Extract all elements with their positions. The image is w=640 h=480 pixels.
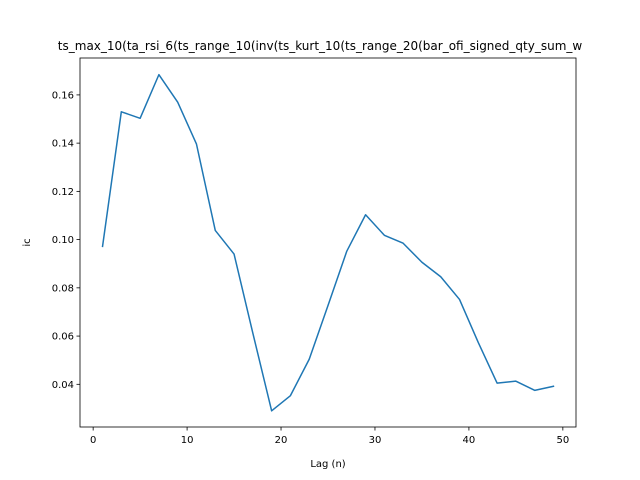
x-axis-label: Lag (n) [310, 459, 345, 470]
y-axis: 0.04 0.06 0.08 0.10 0.12 0.14 0.16 [52, 90, 80, 391]
plot-area [101, 73, 555, 412]
y-axis-label: ic [22, 238, 33, 246]
x-tick-label: 0 [90, 435, 96, 446]
y-tick-label: 0.12 [52, 187, 74, 198]
x-tick-label: 30 [369, 435, 382, 446]
x-tick-label: 40 [463, 435, 476, 446]
y-tick-label: 0.08 [52, 283, 74, 294]
axes-frame [79, 57, 577, 428]
x-tick-label: 20 [275, 435, 288, 446]
y-tick-label: 0.10 [52, 235, 74, 246]
chart-title: ts_max_10(ta_rsi_6(ts_range_10(inv(ts_ku… [58, 39, 583, 53]
x-tick-label: 10 [181, 435, 194, 446]
y-tick-label: 0.14 [52, 139, 74, 150]
x-axis: 0 10 20 30 40 50 [90, 427, 569, 446]
y-tick-label: 0.04 [52, 380, 74, 391]
y-tick-label: 0.16 [52, 90, 74, 101]
x-tick-label: 50 [556, 435, 569, 446]
y-tick-label: 0.06 [52, 332, 74, 343]
